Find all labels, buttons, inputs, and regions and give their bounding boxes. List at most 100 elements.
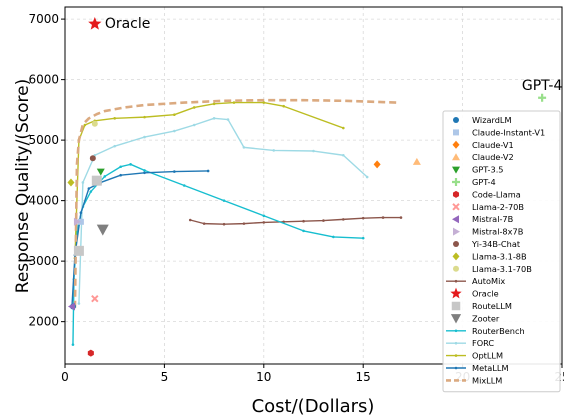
- y-axis-label: Response Quality/(Score): [13, 79, 33, 293]
- legend-label-automix: AutoMix: [472, 276, 505, 286]
- point-oracle: [88, 16, 102, 30]
- series-point-forc: [272, 149, 276, 152]
- legend-item-optllm: OptLLM: [446, 351, 503, 361]
- legend-label-forc: FORC: [472, 338, 494, 348]
- legend-item-zooter: Zooter: [450, 313, 500, 324]
- point-gpt-3-5: [96, 168, 105, 176]
- series-point-automix: [188, 218, 192, 222]
- legend-label-routellm: RouteLLM: [472, 301, 512, 311]
- series-point-forc: [192, 123, 196, 127]
- legend-marker-gpt-4: [452, 178, 460, 186]
- legend-marker-yi-34b-chat: [453, 241, 459, 247]
- legend-label-code-llama: Code-Llama: [472, 189, 521, 199]
- legend-label-mistral-7b: Mistral-7B: [472, 214, 514, 224]
- legend-item-code-llama: Code-Llama: [452, 189, 521, 199]
- legend-line-point-optllm: [454, 354, 458, 357]
- y-tick-label: 4000: [28, 194, 59, 208]
- legend-item-llama-3-1-70b: Llama-3.1-70B: [453, 264, 532, 274]
- y-tick-label: 5000: [28, 133, 59, 147]
- points-layer: [67, 16, 547, 357]
- series-point-automix: [222, 222, 226, 226]
- x-tick-label: 5: [161, 370, 169, 384]
- series-point-forc: [81, 181, 85, 184]
- legend-line-point-forc: [454, 341, 458, 345]
- legend-label-mistral-8x7b: Mistral-8x7B: [472, 227, 524, 237]
- point-yi-34b-chat: [89, 155, 96, 162]
- legend-label-gpt-3-5: GPT-3.5: [472, 165, 504, 175]
- legend-label-claude-v1: Claude-V1: [472, 140, 514, 150]
- legend-marker-zooter: [450, 314, 462, 324]
- series-point-optllm: [342, 126, 345, 130]
- legend-label-gpt-4: GPT-4: [472, 177, 496, 187]
- y-tick-label: 2000: [28, 315, 59, 329]
- legend-item-mistral-7b: Mistral-7B: [452, 214, 514, 224]
- legend-item-mixllm: MixLLM: [446, 375, 502, 385]
- series-point-automix: [242, 222, 246, 225]
- series-point-optllm: [83, 123, 87, 127]
- series-point-routerbench: [332, 235, 335, 239]
- series-point-routerbench: [103, 175, 107, 178]
- series-point-metallm: [119, 173, 122, 177]
- legend-item-llama-2-70b: Llama-2-70B: [452, 202, 524, 212]
- series-point-optllm: [262, 101, 266, 104]
- series-point-routerbench: [71, 343, 75, 346]
- series-point-forc: [173, 129, 176, 133]
- series-point-automix: [202, 222, 206, 225]
- point-code-llama: [87, 349, 94, 357]
- series-point-forc: [365, 175, 369, 179]
- point-mistral-8x7b: [73, 217, 81, 226]
- legend-marker-routellm: [451, 301, 461, 311]
- point-zooter: [96, 224, 109, 236]
- legend-item-automix: AutoMix: [446, 276, 505, 286]
- series-point-routerbench: [361, 236, 365, 240]
- legend-marker-mistral-7b: [452, 215, 459, 224]
- x-tick-label: 10: [256, 370, 271, 384]
- series-point-forc: [113, 144, 116, 148]
- legend-label-optllm: OptLLM: [472, 351, 503, 361]
- series-forc: [77, 117, 369, 305]
- legend-item-gpt-3-5: GPT-3.5: [452, 165, 504, 175]
- legend-marker-claude-v2: [452, 153, 460, 161]
- point-llama-3-1-8b: [67, 178, 75, 187]
- series-point-routerbench: [302, 229, 305, 233]
- series-point-optllm: [232, 101, 236, 104]
- series-point-optllm: [282, 104, 285, 108]
- series-line-mixllm: [73, 98, 398, 308]
- series-point-optllm: [173, 113, 176, 117]
- point-llama-3-1-70b: [91, 120, 98, 127]
- series-point-metallm: [143, 171, 146, 175]
- point-gpt-4: [538, 93, 547, 102]
- legend-item-routerbench: RouterBench: [446, 326, 525, 336]
- legend-marker-mistral-8x7b: [453, 227, 460, 236]
- legend-marker-llama-2-70b: [452, 203, 460, 211]
- series-point-optllm: [113, 117, 116, 120]
- point-claude-v2: [412, 157, 421, 165]
- legend-marker-llama-3-1-8b: [452, 252, 460, 261]
- series-point-routerbench: [129, 163, 132, 166]
- legend-line-point-routerbench: [454, 329, 458, 333]
- point-mistral-7b: [67, 302, 75, 311]
- y-ticks: 2000 3000 4000 5000 6000 7000: [28, 12, 65, 329]
- series-optllm: [73, 101, 345, 260]
- legend-item-claude-v2: Claude-V2: [452, 152, 514, 162]
- point-llama-2-70b: [91, 294, 99, 303]
- legend-item-claude-instant-v1: Claude-Instant-V1: [453, 127, 545, 137]
- series-point-forc: [143, 135, 146, 139]
- annotation-gpt-4: GPT-4: [522, 78, 563, 94]
- legend-item-mistral-8x7b: Mistral-8x7B: [453, 227, 524, 237]
- series-point-metallm: [173, 170, 176, 173]
- legend-marker-gpt-3-5: [452, 166, 460, 174]
- series-point-forc: [342, 153, 345, 157]
- series-point-forc: [312, 149, 315, 153]
- series-point-routerbench: [119, 165, 122, 169]
- legend-item-claude-v1: Claude-V1: [452, 140, 514, 150]
- annotations: Oracle GPT-4: [105, 16, 563, 94]
- legend-label-mixllm: MixLLM: [472, 375, 502, 385]
- legend-label-zooter: Zooter: [472, 313, 500, 323]
- series-point-automix: [262, 221, 266, 224]
- legend-label-claude-instant-v1: Claude-Instant-V1: [472, 127, 545, 137]
- legend-label-llama-3-1-70b: Llama-3.1-70B: [472, 264, 532, 274]
- legend-label-oracle: Oracle: [472, 289, 499, 299]
- series-line-automix: [190, 216, 401, 225]
